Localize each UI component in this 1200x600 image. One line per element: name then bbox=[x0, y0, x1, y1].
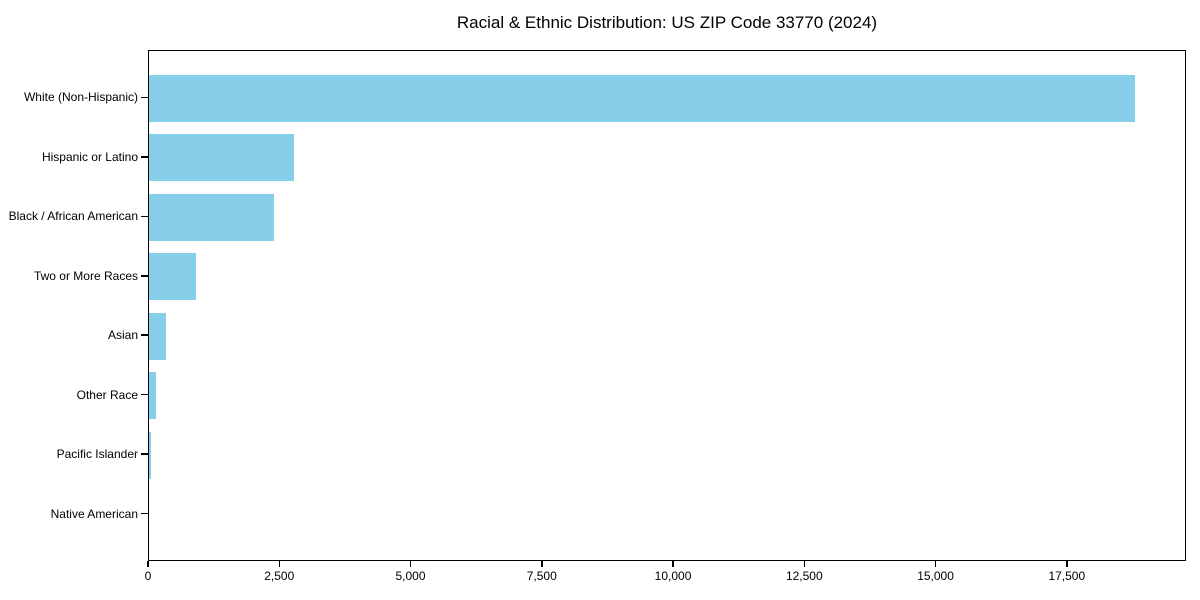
x-axis-tick bbox=[934, 561, 937, 567]
y-axis-tick bbox=[141, 215, 148, 218]
y-axis-tick bbox=[141, 453, 148, 455]
y-axis-category-label: Native American bbox=[50, 506, 138, 521]
x-axis-tick-label: 2,500 bbox=[264, 569, 295, 583]
y-axis-tick bbox=[141, 275, 148, 277]
chart-bar bbox=[149, 431, 152, 479]
y-axis-category-label: Asian bbox=[107, 328, 138, 343]
chart-bar bbox=[149, 134, 295, 182]
x-axis-tick-label: 7,500 bbox=[526, 569, 557, 583]
y-axis-tick bbox=[141, 512, 148, 515]
chart-title: Racial & Ethnic Distribution: US ZIP Cod… bbox=[456, 13, 878, 32]
y-axis-category-label: White (Non-Hispanic) bbox=[23, 90, 138, 105]
y-axis-tick bbox=[141, 334, 148, 336]
y-axis-category-label: Black / African American bbox=[8, 209, 138, 224]
y-axis-category-label: Two or More Races bbox=[33, 268, 138, 283]
y-axis-tick bbox=[141, 393, 148, 396]
x-axis-tick bbox=[147, 561, 149, 567]
x-axis-tick bbox=[1066, 561, 1068, 567]
y-axis-tick bbox=[141, 96, 148, 99]
x-axis-tick bbox=[278, 561, 280, 567]
x-axis-tick-label: 17,500 bbox=[1048, 569, 1086, 583]
y-axis-category-label: Other Race bbox=[76, 387, 138, 402]
y-axis-category-label: Pacific Islander bbox=[56, 447, 138, 462]
chart-bar bbox=[149, 312, 167, 360]
x-axis-tick-label: 12,500 bbox=[785, 569, 823, 583]
x-axis-tick-label: 10,000 bbox=[654, 569, 692, 583]
x-axis-tick-label: 0 bbox=[144, 569, 152, 583]
x-axis-tick bbox=[803, 561, 806, 567]
plot-area bbox=[148, 50, 1186, 561]
chart-bar bbox=[149, 372, 157, 420]
y-axis-tick bbox=[141, 156, 148, 158]
chart-bar bbox=[149, 253, 197, 301]
chart-bar bbox=[149, 74, 1136, 122]
x-axis-tick bbox=[672, 561, 674, 567]
chart-bar bbox=[149, 193, 275, 241]
x-axis-tick-label: 5,000 bbox=[395, 569, 426, 583]
x-axis-tick bbox=[541, 561, 543, 567]
y-axis-category-label: Hispanic or Latino bbox=[41, 149, 138, 164]
x-axis-tick bbox=[409, 561, 412, 567]
x-axis-tick-label: 15,000 bbox=[917, 569, 954, 583]
